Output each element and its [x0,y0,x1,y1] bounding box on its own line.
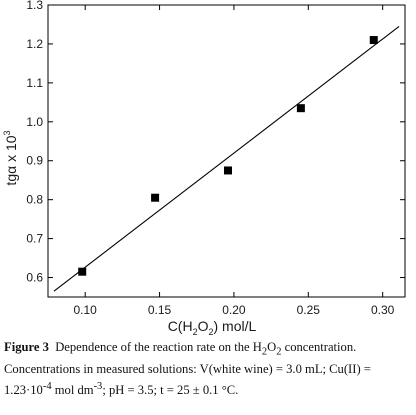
y-axis-label-superscript: 3 [2,130,12,135]
data-point [369,36,378,45]
y-axis-label: tgα x 103 [2,130,19,185]
fit-line [53,25,400,292]
x-tick-label: 0.30 [371,303,395,317]
x-tick-label: 0.25 [297,303,321,317]
data-point [296,104,305,113]
y-tick-label: 0.6 [26,271,43,285]
x-axis-label: C(H2O2) mol/L [168,318,257,335]
y-tick-label: 0.7 [26,232,43,246]
data-point [223,166,232,175]
y-tick-label: 0.8 [26,193,43,207]
plot-frame [47,4,406,298]
x-tick-label: 0.20 [222,303,246,317]
x-tick-label: 0.10 [74,303,98,317]
figure-caption: Figure 3 Dependence of the reaction rate… [4,340,371,397]
x-tick-label: 0.15 [148,303,172,317]
y-tick-label: 1.3 [26,0,43,12]
chart: 0.10 0.15 0.20 0.25 0.30 0.6 0.7 0.8 0.9 1.0 1.1 1.… [2,0,406,335]
data-point [151,193,160,202]
y-tick-label: 0.9 [26,154,43,168]
y-tick-label: 1.0 [26,115,43,129]
figure-label: Figure 3 [4,340,49,354]
data-point [78,267,87,276]
y-tick-label: 1.2 [26,37,43,51]
y-tick-label: 1.1 [26,76,43,90]
